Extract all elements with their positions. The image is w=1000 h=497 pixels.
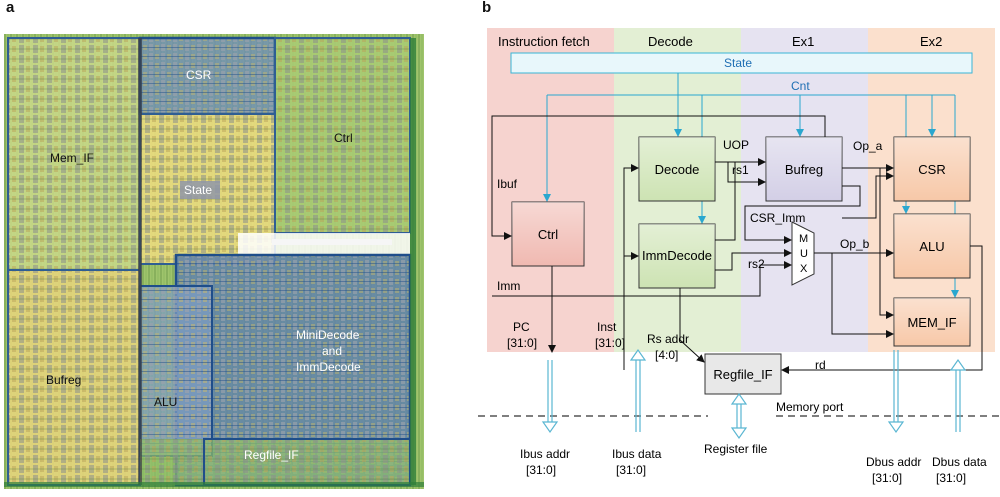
- state-bar-label: State: [724, 56, 752, 70]
- immdecode-block: ImmDecode: [638, 223, 716, 289]
- bus-arrows: [541, 348, 967, 440]
- mux-label-u: U: [800, 248, 808, 260]
- mem-if-block: MEM_IF: [893, 297, 971, 347]
- mux-label-x: X: [800, 263, 808, 275]
- ctrl-block-label: Ctrl: [538, 227, 558, 242]
- ibus-addr-width: [31:0]: [526, 463, 556, 477]
- signal-pc-width: [31:0]: [507, 336, 537, 350]
- dbus-data-label: Dbus data: [932, 455, 987, 469]
- bufreg-block: Bufreg: [765, 136, 843, 202]
- ibus-data-label: Ibus data: [612, 447, 662, 461]
- stage-decode-label: Decode: [648, 34, 693, 49]
- register-file-label: Register file: [704, 442, 768, 456]
- minidecode-label-line3: ImmDecode: [296, 360, 361, 374]
- signal-rd: rd: [815, 358, 826, 372]
- signal-pc: PC: [513, 320, 530, 334]
- regfile-if-block-label: Regfile_IF: [713, 367, 772, 382]
- mux-label-m: M: [799, 233, 808, 245]
- signal-imm: Imm: [497, 279, 520, 293]
- dbus-data-width: [31:0]: [936, 471, 966, 485]
- signal-rs2: rs2: [748, 257, 765, 271]
- dbus-addr-label: Dbus addr: [866, 455, 921, 469]
- bufreg-label: Bufreg: [46, 373, 81, 387]
- stage-fetch-label: Instruction fetch: [498, 34, 590, 49]
- chip-layout-panel: CSR Ctrl Mem_IF State MiniDecode and Imm…: [4, 34, 424, 489]
- stage-ex1-label: Ex1: [792, 34, 814, 49]
- signal-uop: UOP: [723, 138, 749, 152]
- memory-port-label: Memory port: [776, 400, 844, 414]
- decode-block: Decode: [638, 136, 716, 202]
- csr-block: CSR: [893, 136, 971, 202]
- architecture-panel: Instruction fetch Decode Ex1 Ex2 State C…: [470, 0, 1000, 492]
- minidecode-label-line2: and: [322, 344, 342, 358]
- mem-if-label: Mem_IF: [50, 151, 94, 165]
- csr-block-label: CSR: [918, 162, 945, 177]
- signal-csr-imm: CSR_Imm: [750, 211, 805, 225]
- datapath-wires: [491, 115, 983, 374]
- dbus-addr-width: [31:0]: [872, 471, 902, 485]
- stage-ex2-label: Ex2: [920, 34, 942, 49]
- stage-fetch-band: [487, 28, 614, 352]
- architecture-svg: Instruction fetch Decode Ex1 Ex2 State C…: [478, 28, 1000, 485]
- immdecode-block-label: ImmDecode: [642, 248, 712, 263]
- ibus-addr-label: Ibus addr: [520, 447, 570, 461]
- state-label: State: [184, 183, 212, 197]
- ctrl-block: Ctrl: [511, 201, 585, 267]
- minidecode-label-line1: MiniDecode: [296, 328, 360, 342]
- regfile-if-label: Regfile_IF: [244, 448, 299, 462]
- panel-a-letter: a: [6, 0, 15, 16]
- state-bar: [510, 52, 973, 74]
- alu-block-label: ALU: [919, 239, 944, 254]
- ibus-data-width: [31:0]: [616, 463, 646, 477]
- alu-block: ALU: [893, 213, 971, 279]
- signal-ibuf: Ibuf: [497, 177, 518, 191]
- mem-if-block-label: MEM_IF: [907, 315, 956, 330]
- cnt-label: Cnt: [791, 79, 810, 93]
- signal-op-a: Op_a: [853, 139, 883, 153]
- alu-label: ALU: [154, 395, 177, 409]
- csr-label: CSR: [186, 68, 212, 82]
- decode-block-label: Decode: [655, 162, 700, 177]
- signal-op-b: Op_b: [840, 237, 870, 251]
- signal-rs-addr-width: [4:0]: [655, 348, 678, 362]
- bufreg-block-label: Bufreg: [785, 162, 823, 177]
- signal-rs1: rs1: [732, 163, 749, 177]
- chip-layout-svg: CSR Ctrl Mem_IF State MiniDecode and Imm…: [4, 34, 424, 489]
- signal-rs-addr: Rs addr: [647, 332, 689, 346]
- panel-b-letter: b: [482, 0, 492, 16]
- mux-block: M U X: [791, 221, 815, 286]
- regfile-if-block: Regfile_IF: [704, 353, 782, 395]
- ctrl-label: Ctrl: [334, 131, 353, 145]
- signal-inst: Inst: [597, 320, 617, 334]
- signal-inst-width: [31:0]: [595, 336, 625, 350]
